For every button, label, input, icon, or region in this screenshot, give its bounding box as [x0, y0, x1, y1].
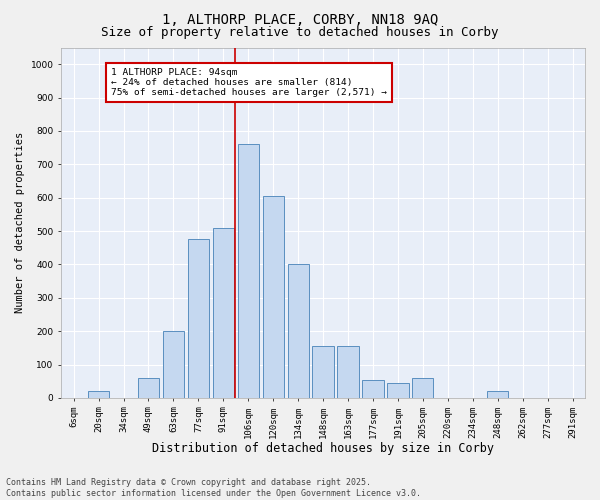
Bar	[412, 378, 433, 398]
Bar	[188, 240, 209, 398]
Bar	[138, 378, 159, 398]
Bar	[238, 144, 259, 398]
Text: 1 ALTHORP PLACE: 94sqm
← 24% of detached houses are smaller (814)
75% of semi-de: 1 ALTHORP PLACE: 94sqm ← 24% of detached…	[111, 68, 387, 98]
Bar	[213, 228, 234, 398]
Text: Size of property relative to detached houses in Corby: Size of property relative to detached ho…	[101, 26, 499, 39]
Bar	[313, 346, 334, 398]
Bar	[337, 346, 359, 398]
Text: 1, ALTHORP PLACE, CORBY, NN18 9AQ: 1, ALTHORP PLACE, CORBY, NN18 9AQ	[162, 12, 438, 26]
X-axis label: Distribution of detached houses by size in Corby: Distribution of detached houses by size …	[152, 442, 494, 455]
Bar	[487, 392, 508, 398]
Bar	[263, 196, 284, 398]
Text: Contains HM Land Registry data © Crown copyright and database right 2025.
Contai: Contains HM Land Registry data © Crown c…	[6, 478, 421, 498]
Y-axis label: Number of detached properties: Number of detached properties	[15, 132, 25, 314]
Bar	[287, 264, 309, 398]
Bar	[388, 383, 409, 398]
Bar	[362, 380, 383, 398]
Bar	[88, 392, 109, 398]
Bar	[163, 331, 184, 398]
